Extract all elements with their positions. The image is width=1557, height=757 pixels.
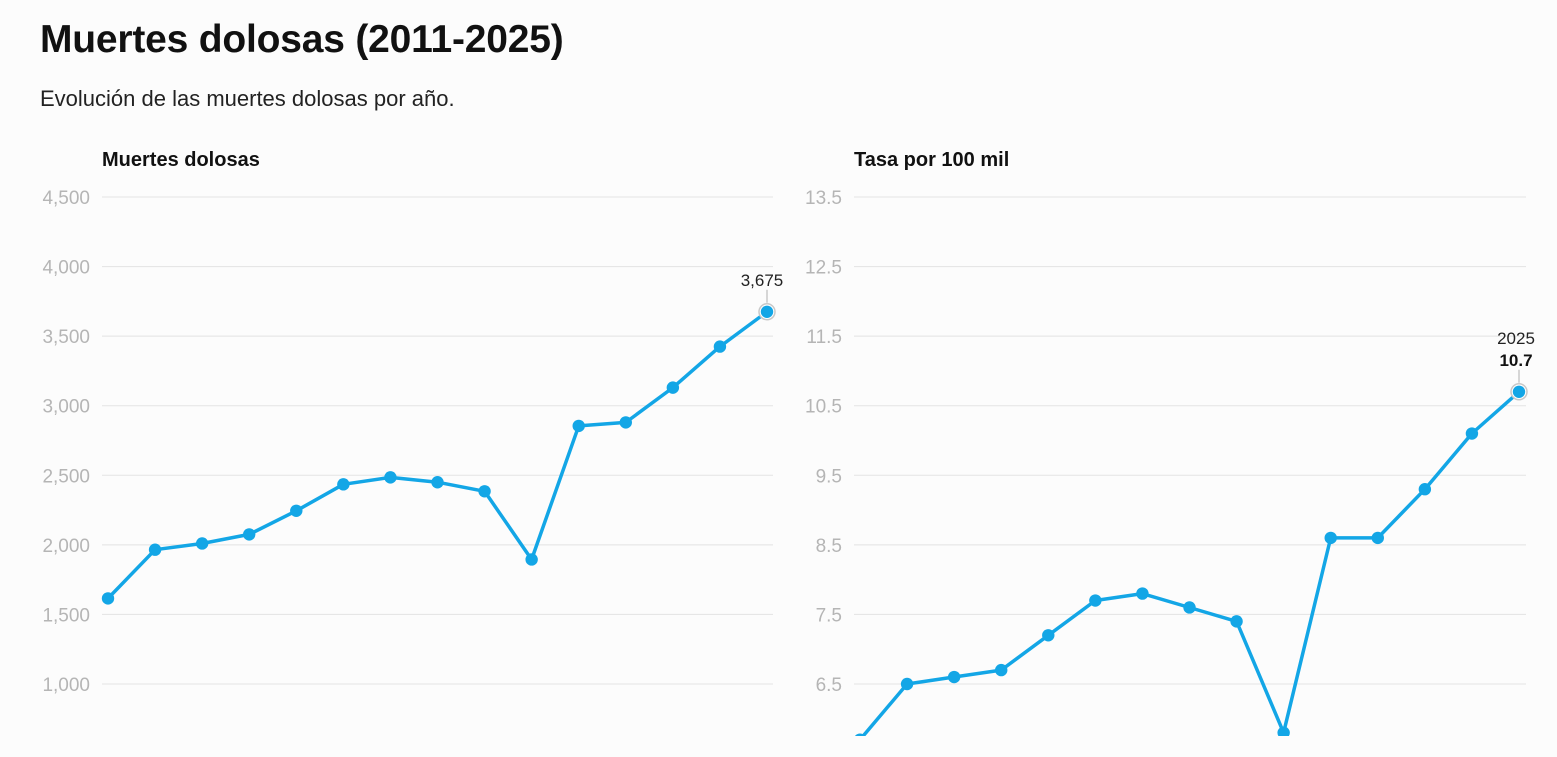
y-tick-label: 1,000	[42, 675, 90, 696]
y-tick-label: 2,000	[42, 536, 90, 557]
chart-2: 6.5 7.5 8.5 9.5 10.5 11.5 12.5 13.5 2025 10.7	[805, 188, 1535, 745]
chart-2-title: Tasa por 100 mil	[854, 149, 1010, 171]
y-tick-label: 13.5	[805, 188, 842, 209]
data-point[interactable]	[101, 592, 115, 605]
y-tick-label: 12.5	[805, 258, 842, 279]
series-group	[854, 383, 1528, 745]
data-point[interactable]	[854, 733, 866, 745]
annotation-label: 3,675	[741, 271, 784, 290]
y-tick-label: 11.5	[806, 327, 842, 348]
data-point[interactable]	[666, 381, 680, 394]
annotation-year: 2025	[1497, 329, 1535, 348]
data-point[interactable]	[995, 663, 1008, 677]
data-point[interactable]	[195, 537, 209, 550]
data-point[interactable]	[1136, 587, 1149, 600]
data-point[interactable]	[1042, 629, 1055, 642]
data-point[interactable]	[478, 485, 491, 498]
data-point[interactable]	[1089, 594, 1102, 607]
y-tick-label: 3,000	[42, 397, 90, 418]
chart-1-title: Muertes dolosas	[102, 149, 260, 171]
data-point[interactable]	[713, 340, 727, 353]
data-point[interactable]	[1371, 531, 1384, 545]
chart-1: 1,000 1,500 2,000 2,500 3,000 3,500 4,000 4,500…	[42, 188, 783, 696]
page-subtitle: Evolución de las muertes dolosas por año…	[40, 86, 455, 111]
y-tick-label: 4,500	[42, 188, 90, 209]
data-point[interactable]	[900, 677, 914, 691]
data-point[interactable]	[947, 670, 961, 684]
data-point[interactable]	[1418, 483, 1432, 496]
data-point[interactable]	[760, 305, 774, 318]
y-tick-label: 4,000	[42, 258, 90, 279]
y-tick-label: 10.5	[805, 397, 842, 418]
data-point[interactable]	[1277, 726, 1290, 739]
y-tick-label: 6.5	[816, 675, 842, 696]
annotation-value: 10.7	[1499, 351, 1532, 370]
y-tick-label: 8.5	[816, 536, 842, 557]
data-point[interactable]	[619, 416, 632, 429]
page-title: Muertes dolosas (2011-2025)	[40, 18, 564, 61]
data-point[interactable]	[148, 543, 162, 556]
data-point[interactable]	[525, 553, 538, 566]
y-tick-label: 2,500	[42, 466, 90, 487]
data-point[interactable]	[337, 478, 350, 491]
data-point[interactable]	[1230, 615, 1243, 628]
y-tick-label: 9.5	[816, 466, 842, 487]
data-point[interactable]	[572, 419, 585, 433]
data-point[interactable]	[1183, 601, 1196, 614]
data-point[interactable]	[431, 476, 444, 489]
data-point[interactable]	[243, 528, 256, 541]
series-line	[860, 390, 1521, 736]
series-line	[106, 310, 769, 601]
y-tick-label: 1,500	[42, 605, 90, 626]
y-tick-label: 3,500	[42, 327, 90, 348]
data-point[interactable]	[384, 471, 397, 484]
data-point[interactable]	[1324, 531, 1337, 545]
data-point[interactable]	[1465, 427, 1479, 440]
series-group	[101, 303, 776, 605]
data-point[interactable]	[290, 504, 303, 517]
y-tick-label: 7.5	[816, 605, 842, 626]
data-point[interactable]	[1512, 385, 1526, 398]
